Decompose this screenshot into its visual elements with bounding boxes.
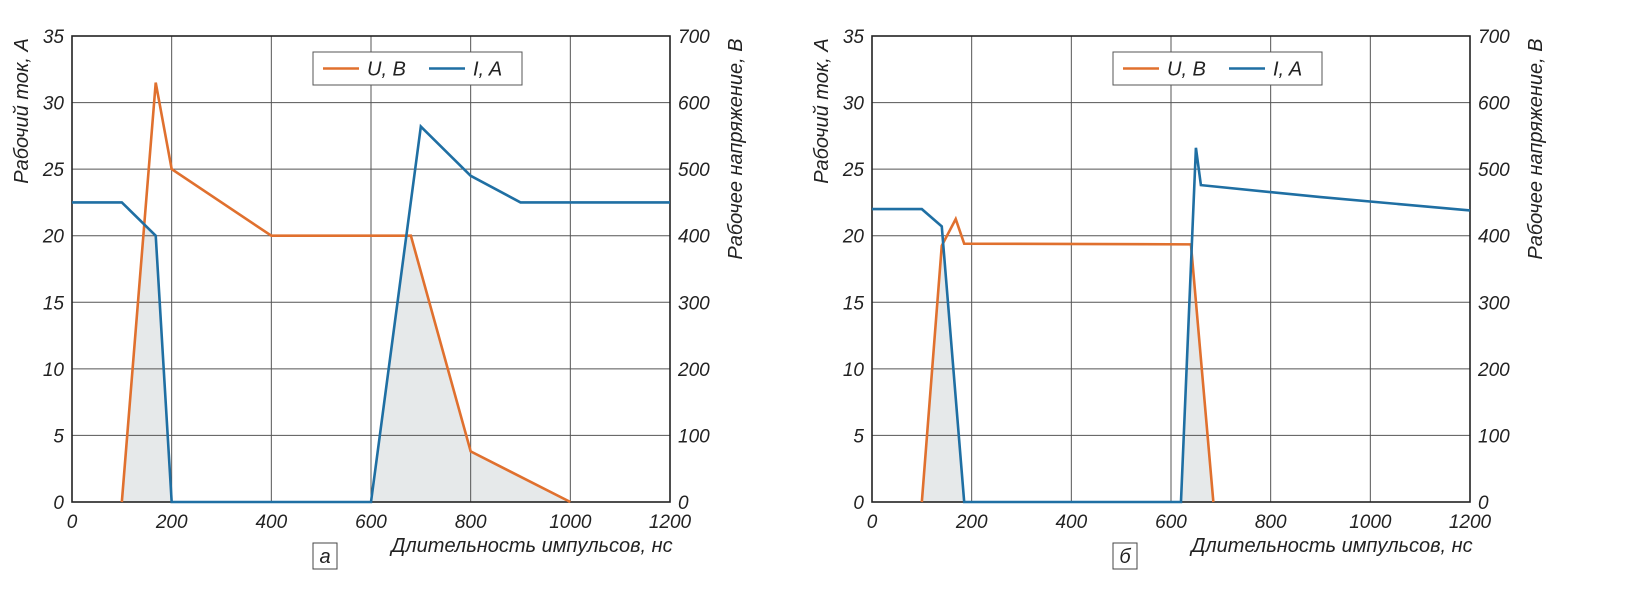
panel-label-box [1112,542,1138,570]
y-right-axis-title: Рабочее напряжение, В [1525,38,1547,259]
y-left-tick-label: 20 [842,227,865,248]
y-right-tick-label: 600 [678,94,710,115]
y-left-tick-label: 30 [843,94,865,115]
y-right-tick-label: 300 [678,293,710,314]
chart-panel-б: 0 200 400 600 800 1000 12000510152025303501002… [811,27,1547,570]
legend-entry: I, A [1273,59,1302,81]
y-right-tick-label: 500 [1478,160,1510,181]
y-left-tick-label: 0 [853,493,864,514]
y-right-tick-label: 200 [1477,360,1510,381]
y-left-tick-label: 10 [843,360,865,381]
panel-label: а [312,542,338,570]
y-right-tick-label: 500 [678,160,710,181]
y-right-tick-label: 400 [1478,227,1510,248]
panel-label-text: б [1119,546,1131,568]
y-left-tick-label: 35 [843,27,865,48]
legend-entry: U, B [1167,59,1206,81]
grid [872,36,1470,502]
x-tick-label: 1000 [549,512,592,533]
y-right-tick-label: 200 [677,360,710,381]
y-left-tick-label: 10 [43,360,65,381]
y-left-tick-label: 25 [42,160,65,181]
chart-panel-а: 0 200 400 600 800 1000 12000510152025303501002… [11,27,747,570]
y-left-tick-label: 5 [53,426,64,447]
y-right-tick-label: 300 [1478,293,1510,314]
y-right-tick-label: 700 [1478,27,1510,48]
panel-label-text: а [319,546,330,568]
legend-entry: I, A [473,59,502,81]
series-line-current [872,147,1471,504]
x-tick-label: 400 [1055,512,1087,533]
y-left-tick-label: 15 [843,293,865,314]
y-left-tick-label: 35 [43,27,65,48]
y-right-tick-label: 400 [678,227,710,248]
y-right-tick-label: 0 [678,493,689,514]
x-axis-title: Длительность импульсов, нс [389,535,672,557]
legend: U, B I, A [312,51,523,86]
x-tick-label: 0 [867,512,878,533]
y-right-tick-label: 700 [678,27,710,48]
y-left-tick-label: 15 [43,293,65,314]
grid [72,36,670,502]
y-right-tick-label: 0 [1478,493,1489,514]
x-tick-label: 600 [1155,512,1187,533]
y-left-axis-title: Рабочий ток, А [11,38,33,184]
y-left-tick-label: 0 [53,493,64,514]
y-right-axis-title: Рабочее напряжение, В [725,38,747,259]
x-tick-label: 200 [955,512,988,533]
y-left-tick-label: 25 [842,160,865,181]
y-left-tick-label: 30 [43,94,65,115]
x-tick-label: 1200 [1449,512,1492,533]
x-tick-label: 800 [455,512,487,533]
y-left-tick-label: 5 [853,426,864,447]
series-line-voltage [920,215,1215,503]
panel-label: б [1112,542,1138,570]
x-tick-label: 800 [1255,512,1287,533]
series-line-current [72,123,670,504]
y-right-tick-label: 600 [1478,94,1510,115]
x-tick-label: 1000 [1349,512,1392,533]
x-tick-label: 1200 [649,512,692,533]
x-axis-title: Длительность импульсов, нс [1189,535,1472,557]
x-tick-label: 400 [255,512,287,533]
x-tick-label: 600 [355,512,387,533]
legend: U, B I, A [1112,51,1323,86]
y-right-tick-label: 100 [678,426,710,447]
y-left-axis-title: Рабочий ток, А [811,38,833,184]
y-right-tick-label: 100 [1478,426,1510,447]
x-tick-label: 0 [67,512,78,533]
panel-label-box [312,542,338,570]
series-line-voltage [120,82,571,504]
x-tick-label: 200 [155,512,188,533]
legend-entry: U, B [367,59,406,81]
y-left-tick-label: 20 [42,227,65,248]
